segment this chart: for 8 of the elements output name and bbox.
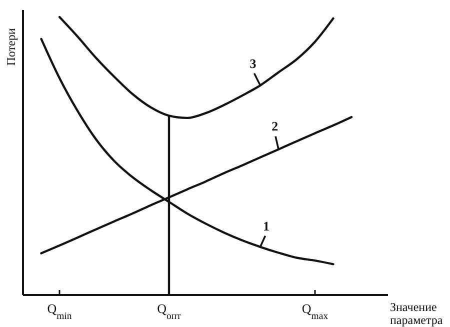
x-tick-label: Q$_{min}$ <box>47 301 72 322</box>
x-axis-title: Значение параметра <box>390 300 444 327</box>
x-tick-label: Q$_{max}$ <box>302 301 328 322</box>
y-axis-title: Потери <box>4 28 18 66</box>
series-label: 2 <box>272 118 278 134</box>
series-label: 1 <box>263 218 270 234</box>
x-tick-label: Q$_{опт}$ <box>157 301 182 322</box>
series-label: 3 <box>250 56 257 71</box>
